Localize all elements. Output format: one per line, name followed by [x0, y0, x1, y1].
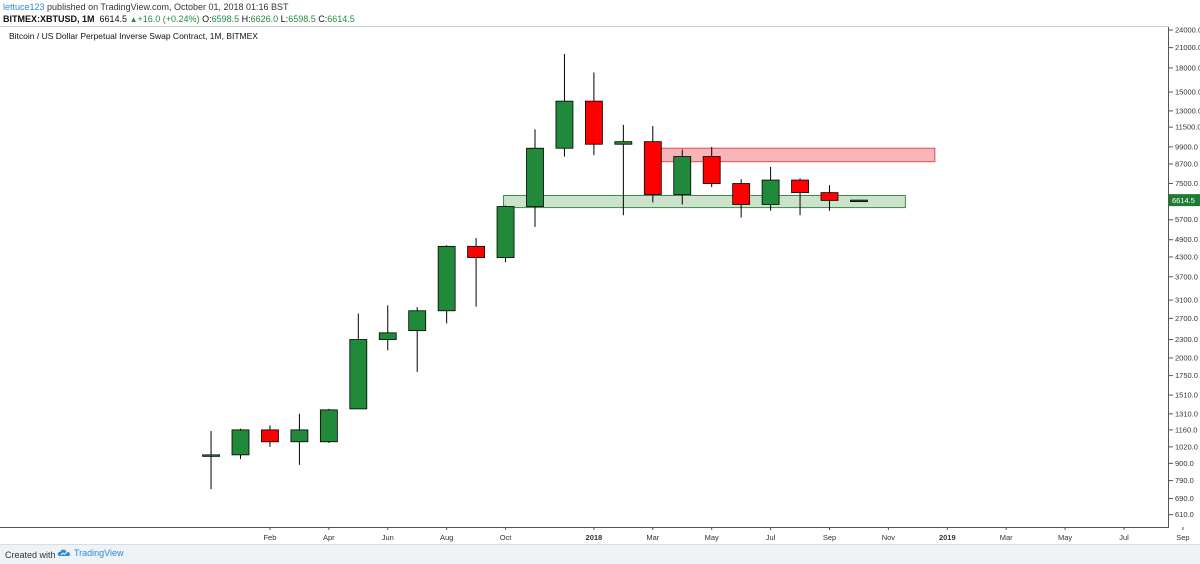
candle-body [437, 245, 456, 312]
candle-body [732, 183, 751, 205]
last-price-value: 6614.5 [99, 14, 128, 24]
tradingview-link[interactable]: TradingView [57, 548, 124, 558]
low-label: L: [280, 14, 289, 24]
up-triangle-icon: ▲ [129, 15, 138, 24]
price-tick-label: 7500.0 [1175, 179, 1198, 188]
symbol: BITMEX:XBTUSD, 1M [3, 14, 95, 24]
candle-body [614, 141, 633, 145]
footer: Created with TradingView [0, 544, 1200, 564]
header-divider [0, 26, 1169, 27]
price-tick-label: 1160.0 [1175, 425, 1197, 434]
open-value: 6598.5 [211, 14, 240, 24]
price-tick-label: 8700.0 [1175, 159, 1198, 168]
candle-body [791, 179, 809, 194]
candle-body [290, 429, 309, 443]
candle-body [496, 206, 515, 258]
candle-body [261, 429, 279, 443]
time-tick-label: Apr [323, 533, 335, 542]
candle-body [702, 156, 721, 184]
price-tick-label: 1020.0 [1175, 442, 1198, 451]
price-tick-label: 9900.0 [1175, 142, 1198, 151]
close-value: 6614.5 [327, 14, 355, 24]
candle-body [761, 179, 780, 205]
candle-body [585, 100, 603, 145]
price-tick-label: 21000.0 [1175, 43, 1200, 52]
candle-body [349, 339, 368, 410]
candle-body [643, 141, 662, 195]
price-tick-label: 4900.0 [1175, 235, 1198, 244]
high-label: H: [241, 14, 251, 24]
chart-title: Bitcoin / US Dollar Perpetual Inverse Sw… [9, 31, 258, 41]
price-tick-label: 11500.0 [1175, 123, 1200, 132]
price-tick-label: 1510.0 [1175, 391, 1198, 400]
time-tick-label: May [1058, 533, 1072, 542]
author-link[interactable]: lettuce123 [3, 2, 45, 12]
price-tick-label: 2700.0 [1175, 314, 1198, 323]
time-tick-label: Mar [646, 533, 659, 542]
support-zone [503, 194, 906, 209]
price-tick-label: 690.0 [1175, 494, 1194, 503]
open-label: O: [202, 14, 212, 24]
time-tick-label: Jul [766, 533, 776, 542]
price-tick-label: 13000.0 [1175, 106, 1200, 115]
time-tick-label: Feb [263, 533, 276, 542]
time-tick-label: Sep [1176, 533, 1189, 542]
high-value: 6626.0 [250, 14, 279, 24]
candle-body [408, 310, 427, 332]
price-tick-label: 1750.0 [1175, 371, 1198, 380]
candle-body [526, 147, 544, 207]
price-tick-label: 610.0 [1175, 510, 1194, 519]
candle-body [202, 454, 220, 457]
price-tick-label: 4300.0 [1175, 252, 1198, 261]
chart-pane[interactable] [0, 27, 1169, 527]
price-tick-label: 18000.0 [1175, 63, 1200, 72]
price-tick-label: 790.0 [1175, 476, 1194, 485]
candlestick-chart: 24000.0 21000.0 18000.0 15000.0 13000.0 11500… [202, 26, 1200, 542]
tradingview-brand: TradingView [74, 548, 124, 558]
time-tick-label: Mar [1000, 533, 1013, 542]
price-tick-label: 2000.0 [1175, 353, 1198, 362]
candle-body [467, 245, 486, 258]
header: lettuce123 published on TradingView.com,… [0, 0, 1200, 26]
change-value: +16.0 (+0.24%) [137, 14, 200, 24]
close-label: C: [318, 14, 328, 24]
symbol-line: BITMEX:XBTUSD, 1M 6614.5 ▲+16.0 (+0.24%)… [3, 13, 355, 26]
time-tick-label: Aug [440, 533, 453, 542]
candle-body [673, 156, 692, 195]
price-tick-label: 2300.0 [1175, 335, 1198, 344]
price-tick-label: 900.0 [1175, 459, 1194, 468]
time-tick-label: Jun [382, 533, 394, 542]
last-price-label: 6614.5 [1172, 196, 1195, 205]
low-value: 6598.5 [288, 14, 316, 24]
candle-body [555, 100, 574, 149]
time-axis[interactable] [0, 527, 1169, 545]
time-tick-label: Nov [882, 533, 896, 542]
candle-body [231, 429, 250, 456]
resistance-zone [650, 147, 936, 163]
price-tick-label: 3100.0 [1175, 296, 1198, 305]
time-tick-label: 2019 [939, 533, 956, 542]
time-tick-label: May [705, 533, 719, 542]
created-with-text: Created with [5, 550, 56, 560]
time-tick-label: Sep [823, 533, 836, 542]
price-tick-label: 1310.0 [1175, 409, 1198, 418]
price-tick-label: 3700.0 [1175, 272, 1198, 281]
tradingview-cloud-icon [57, 549, 70, 556]
price-tick-label: 24000.0 [1175, 26, 1200, 35]
publish-line: lettuce123 published on TradingView.com,… [3, 1, 289, 13]
candle-body [319, 409, 338, 443]
candle-body [378, 332, 397, 340]
published-text: published on TradingView.com, October 01… [44, 2, 289, 12]
time-tick-label: Oct [500, 533, 513, 542]
time-tick-label: 2018 [586, 533, 603, 542]
price-tick-label: 5700.0 [1175, 215, 1198, 224]
candle-body [820, 192, 839, 201]
candle-body [850, 199, 868, 203]
time-tick-label: Jul [1119, 533, 1129, 542]
price-tick-label: 15000.0 [1175, 88, 1200, 97]
last-price-marker [1169, 194, 1200, 207]
